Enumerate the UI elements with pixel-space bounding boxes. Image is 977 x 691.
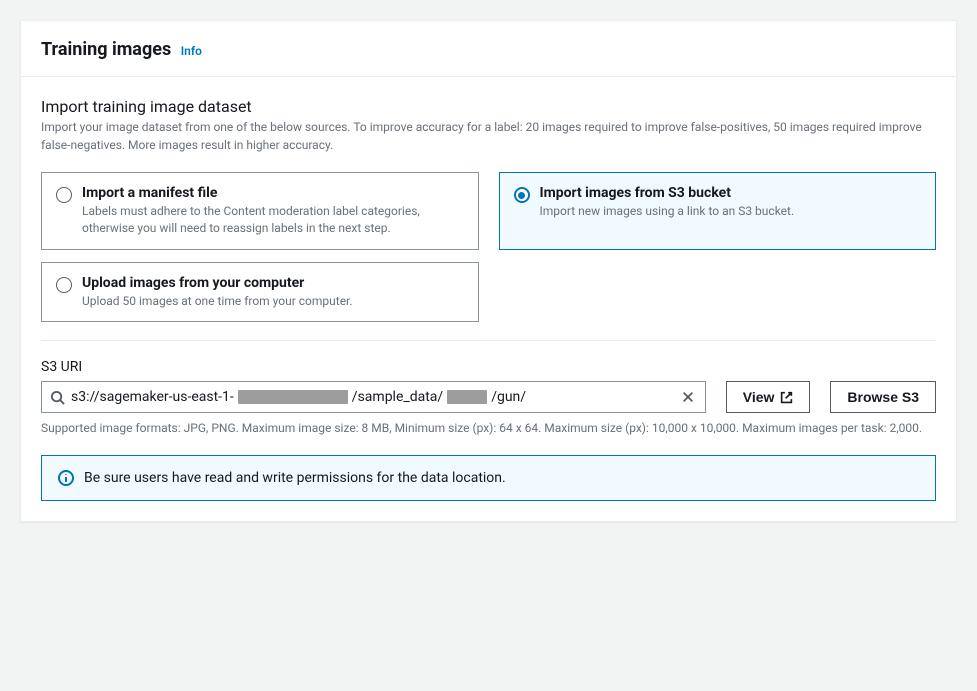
radio-manifest[interactable] bbox=[56, 187, 72, 237]
s3-uri-value: s3://sagemaker-us-east-1- /sample_data/ … bbox=[71, 389, 679, 405]
s3-uri-label: S3 URI bbox=[41, 359, 936, 375]
option-manifest-title: Import a manifest file bbox=[82, 185, 464, 201]
option-upload-title: Upload images from your computer bbox=[82, 275, 464, 291]
panel-title: Training images bbox=[41, 39, 171, 60]
redacted-segment bbox=[447, 390, 487, 404]
search-icon bbox=[50, 390, 65, 405]
external-link-icon bbox=[780, 391, 793, 404]
option-s3[interactable]: Import images from S3 bucket Import new … bbox=[499, 172, 937, 250]
import-section-desc: Import your image dataset from one of th… bbox=[41, 118, 936, 154]
redacted-segment bbox=[238, 390, 348, 404]
training-images-panel: Training images Info Import training ima… bbox=[20, 20, 957, 522]
radio-s3[interactable] bbox=[514, 187, 530, 237]
info-icon bbox=[58, 470, 74, 486]
permissions-alert: Be sure users have read and write permis… bbox=[41, 455, 936, 501]
option-manifest[interactable]: Import a manifest file Labels must adher… bbox=[41, 172, 479, 250]
view-button[interactable]: View bbox=[726, 381, 811, 413]
option-s3-title: Import images from S3 bucket bbox=[540, 185, 922, 201]
import-option-tiles: Import a manifest file Labels must adher… bbox=[41, 172, 936, 250]
alert-text: Be sure users have read and write permis… bbox=[84, 470, 506, 486]
import-section-title: Import training image dataset bbox=[41, 97, 936, 116]
option-upload[interactable]: Upload images from your computer Upload … bbox=[41, 262, 479, 323]
clear-input-button[interactable] bbox=[679, 388, 697, 406]
radio-upload[interactable] bbox=[56, 277, 72, 310]
option-manifest-desc: Labels must adhere to the Content modera… bbox=[82, 203, 464, 237]
s3-uri-help-text: Supported image formats: JPG, PNG. Maxim… bbox=[41, 419, 936, 437]
s3-uri-input[interactable]: s3://sagemaker-us-east-1- /sample_data/ … bbox=[41, 381, 706, 413]
info-link[interactable]: Info bbox=[181, 44, 202, 58]
section-divider bbox=[41, 340, 936, 341]
browse-s3-button[interactable]: Browse S3 bbox=[830, 381, 936, 413]
option-upload-desc: Upload 50 images at one time from your c… bbox=[82, 293, 464, 310]
panel-header: Training images Info bbox=[21, 21, 956, 77]
panel-body: Import training image dataset Import you… bbox=[21, 77, 956, 521]
s3-uri-row: s3://sagemaker-us-east-1- /sample_data/ … bbox=[41, 381, 936, 413]
option-s3-desc: Import new images using a link to an S3 … bbox=[540, 203, 922, 220]
